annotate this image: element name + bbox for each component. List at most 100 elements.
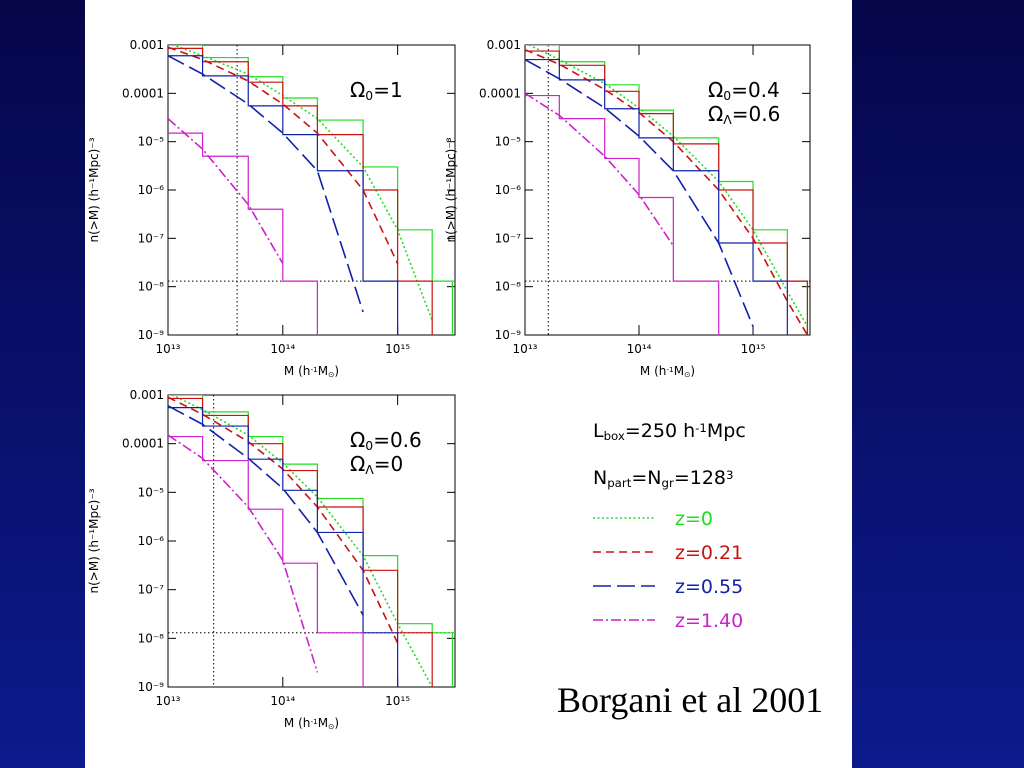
legend-label: z=0.21: [675, 542, 743, 564]
y-tick-label: 10⁻⁸: [138, 280, 165, 294]
x-tick-label: 10¹⁴: [270, 694, 295, 708]
legend-label: z=0.55: [675, 576, 743, 598]
rich-text: Ω0=0.6: [350, 428, 422, 453]
model-curve: [170, 395, 433, 687]
text-part: ): [334, 716, 339, 730]
y-tick-label: 10⁻⁵: [138, 485, 165, 499]
rich-text: ΩΛ=0.6: [708, 102, 780, 127]
model-curve: [168, 55, 364, 313]
rich-text: M (h-1M⊙): [640, 364, 695, 379]
text-part: Λ: [723, 112, 732, 127]
y-tick-label: 10⁻⁶: [495, 183, 522, 197]
histogram: [168, 132, 318, 335]
y-tick-label: 10⁻⁹: [138, 680, 165, 694]
histogram: [525, 58, 788, 335]
text-part: =1: [373, 78, 402, 102]
text-part: =N: [631, 467, 661, 489]
slide-sheet: [85, 0, 852, 768]
text-part: -1: [310, 365, 318, 374]
text-part: Ω: [350, 78, 365, 102]
x-tick-label: 10¹³: [513, 342, 538, 356]
text-part: Ω: [708, 78, 723, 102]
text-part: ): [334, 364, 339, 378]
rich-text: Ω0=0.4: [708, 78, 780, 103]
y-tick-label: 10⁻⁸: [495, 280, 522, 294]
text-part: L: [593, 420, 604, 442]
text-part: -1: [695, 421, 707, 435]
model-curve: [168, 405, 364, 616]
text-part: =0.6: [373, 428, 422, 452]
text-part: ): [690, 364, 695, 378]
x-tick-label: 10¹⁵: [385, 342, 410, 356]
text-part: M (h: [284, 716, 310, 730]
text-part: Ω: [350, 428, 365, 452]
text-part: N: [593, 467, 607, 489]
text-part: =0: [374, 452, 403, 476]
text-part: M: [674, 364, 684, 378]
text-part: =128: [674, 467, 726, 489]
text-part: ⊙: [328, 370, 334, 379]
y-tick-label: 10⁻⁶: [138, 183, 165, 197]
y-tick-label: 10⁻⁹: [495, 328, 522, 342]
x-tick-label: 10¹⁵: [741, 342, 766, 356]
y-tick-label: 10⁻⁸: [138, 631, 165, 645]
text-part: 0: [365, 88, 373, 103]
y-axis-label: n(>M) (h⁻¹Mpc)⁻³: [444, 137, 458, 242]
x-tick-label: 10¹³: [156, 342, 181, 356]
y-tick-label: 0.001: [487, 38, 521, 52]
x-tick-label: 10¹⁴: [627, 342, 652, 356]
y-tick-label: 0.001: [130, 38, 164, 52]
y-tick-label: 10⁻⁵: [138, 135, 165, 149]
rich-text: ΩΛ=0: [350, 452, 403, 477]
histogram: [168, 435, 364, 687]
text-part: =0.4: [731, 78, 780, 102]
y-tick-label: 10⁻⁷: [138, 583, 165, 597]
model-curve: [168, 118, 284, 265]
x-tick-label: 10¹³: [156, 694, 181, 708]
text-part: M: [318, 364, 328, 378]
text-part: part: [607, 476, 632, 490]
text-part: =250 h: [625, 420, 695, 442]
text-part: -1: [310, 717, 318, 726]
plot-frame: [167, 44, 456, 336]
y-tick-label: 0.0001: [122, 86, 164, 100]
text-part: M (h: [640, 364, 666, 378]
x-tick-label: 10¹⁵: [385, 694, 410, 708]
model-curve: [525, 92, 675, 247]
text-part: M: [318, 716, 328, 730]
y-tick-label: 10⁻⁹: [138, 328, 165, 342]
text-part: -1: [666, 365, 674, 374]
text-part: 0: [365, 438, 373, 453]
text-part: ⊙: [328, 722, 334, 731]
y-tick-label: 10⁻⁵: [495, 135, 522, 149]
rich-text: Npart=Ngr=1283: [593, 467, 734, 490]
x-tick-label: 10¹⁴: [270, 342, 295, 356]
text-part: M (h: [284, 364, 310, 378]
text-part: box: [604, 429, 625, 443]
histogram: [168, 47, 433, 335]
y-tick-label: 10⁻⁶: [138, 534, 165, 548]
histogram: [168, 45, 454, 335]
y-axis-label: n(>M) (h⁻¹Mpc)⁻³: [87, 137, 101, 242]
rich-text: M (h-1M⊙): [284, 716, 339, 731]
model-curve: [525, 58, 754, 327]
model-curve: [171, 45, 433, 321]
text-part: Ω: [708, 102, 723, 126]
text-part: gr: [662, 476, 674, 490]
rich-text: M (h-1M⊙): [284, 364, 339, 379]
text-part: 3: [726, 468, 734, 482]
y-tick-label: 10⁻⁷: [138, 231, 165, 245]
y-tick-label: 0.0001: [122, 437, 164, 451]
model-curve: [168, 434, 319, 673]
histogram: [168, 55, 399, 335]
rich-text: Lbox=250 h-1Mpc: [593, 420, 746, 443]
y-axis-label: n(>M) (h⁻¹Mpc)⁻³: [87, 488, 101, 593]
text-part: Mpc: [707, 420, 746, 442]
text-part: 0: [723, 88, 731, 103]
rich-text: Ω0=1: [350, 78, 403, 103]
histogram: [525, 94, 720, 335]
y-tick-label: 10⁻⁷: [495, 231, 522, 245]
legend-label: z=1.40: [675, 610, 743, 632]
